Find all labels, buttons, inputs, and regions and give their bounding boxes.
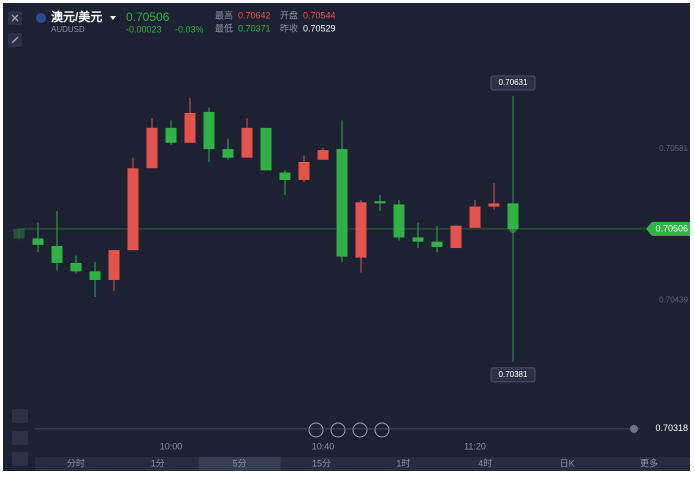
y-tick-label: 0.70439: [659, 295, 688, 304]
x-tick-label: 11:20: [464, 441, 486, 451]
pair-dropdown[interactable]: [110, 16, 116, 20]
last-glow: [509, 224, 517, 233]
x-tick-label: 10:00: [160, 441, 183, 451]
candle-body: [13, 228, 25, 239]
candle-body: [70, 262, 82, 272]
candle-body: [32, 238, 44, 245]
stat-label: 最高: [215, 9, 233, 20]
zoom-out[interactable]: [308, 422, 324, 438]
candle-body: [507, 203, 519, 229]
candle-body: [317, 150, 329, 160]
alert-bell[interactable]: [630, 424, 638, 433]
candle-body: [260, 127, 272, 171]
candle-body: [108, 250, 120, 280]
candle-body: [184, 112, 196, 143]
stat-label: 昨收: [280, 22, 298, 33]
candle-body: [203, 111, 215, 150]
candle-body: [279, 172, 291, 180]
tab-bar: [35, 457, 690, 471]
step-forward[interactable]: [352, 422, 368, 438]
expand-icon: [11, 36, 19, 44]
candle-body: [336, 149, 348, 257]
price-label: 0.70506: [655, 223, 688, 233]
change-pct: -0.03%: [175, 24, 204, 34]
playback: [308, 422, 390, 438]
candle-body: [89, 271, 101, 280]
candle-body: [374, 201, 386, 204]
tab-active: [198, 457, 281, 471]
y-tick-label: 0.70581: [659, 144, 688, 153]
zoom-in[interactable]: [374, 422, 390, 438]
stat-label: 开盘: [280, 9, 298, 20]
close-icon: [11, 14, 19, 22]
tab[interactable]: 日K: [560, 458, 575, 468]
price-tag: [646, 221, 690, 236]
candle-body: [222, 149, 234, 158]
candle-body: [298, 161, 310, 180]
stat-value: 0.70371: [238, 23, 271, 33]
alert-label: 0.70318: [655, 423, 688, 433]
tab[interactable]: 1分: [151, 458, 165, 468]
stat-label: 最低: [215, 22, 233, 33]
tab[interactable]: 1时: [396, 457, 410, 468]
line-button[interactable]: [12, 452, 28, 466]
candle-body: [146, 127, 158, 169]
crosshair-tag: [490, 367, 536, 383]
stat-value: 0.70529: [303, 23, 336, 33]
tab[interactable]: 4时: [478, 457, 492, 468]
x-tick-label: 10:40: [312, 441, 335, 451]
crosshair-label: 0.70631: [499, 78, 528, 87]
flag: [36, 13, 46, 23]
draw-button[interactable]: [12, 431, 28, 445]
stat-value: 0.70544: [303, 10, 336, 20]
side-tools: [12, 409, 28, 466]
crosshair-tag: [490, 75, 536, 91]
symbol: AUDUSD: [51, 25, 85, 34]
candle-body: [165, 127, 177, 143]
candle-body: [355, 202, 367, 258]
candle-body: [488, 203, 500, 207]
indicator-button[interactable]: [12, 409, 28, 423]
price: 0.70506: [126, 10, 170, 24]
candle-body: [450, 225, 462, 249]
candle-body: [127, 168, 139, 251]
pair: 澳元/美元: [51, 9, 102, 24]
tab[interactable]: 分时: [67, 457, 85, 468]
tab[interactable]: 更多: [640, 457, 658, 468]
candle-body: [431, 241, 443, 247]
candle-body: [393, 204, 405, 238]
candle-body: [51, 245, 63, 263]
step-back[interactable]: [330, 422, 346, 438]
candle-body: [241, 127, 253, 158]
stat-value: 0.70642: [238, 10, 271, 20]
candle-body: [469, 206, 481, 228]
candle-body: [412, 237, 424, 242]
change: -0.00023: [126, 24, 162, 34]
tab[interactable]: 5分: [233, 458, 247, 468]
crosshair-label: 0.70381: [499, 370, 528, 379]
tab[interactable]: 15分: [312, 458, 331, 468]
